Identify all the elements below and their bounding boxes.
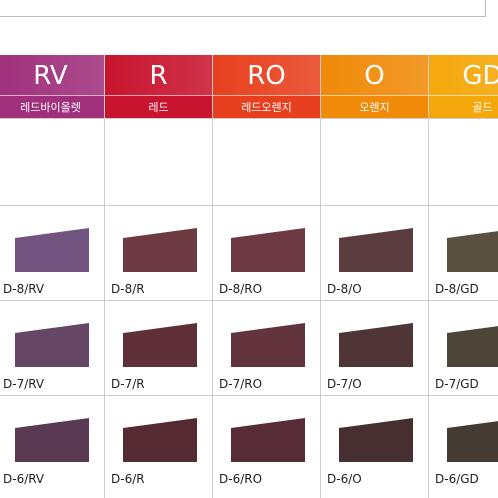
swatch — [15, 228, 89, 272]
color-code: GD — [429, 55, 498, 95]
swatch-shape — [15, 418, 89, 462]
swatch — [339, 228, 413, 272]
swatch-shape — [339, 323, 413, 367]
swatch — [447, 326, 498, 367]
shade-label: D-8/GD — [435, 282, 479, 296]
shade-cell: D-8/R — [105, 205, 212, 300]
empty-cell — [321, 118, 428, 205]
empty-cell — [429, 118, 498, 205]
swatch — [123, 323, 197, 367]
swatch — [447, 231, 498, 272]
shade-label: D-7/GD — [435, 377, 479, 391]
swatch — [231, 418, 305, 462]
shade-cell: D-8/RV — [0, 205, 104, 300]
swatch-shape — [447, 231, 498, 272]
shade-cell: D-6/RO — [213, 395, 320, 490]
color-column: RO 레드오렌지 D-8/RO D-7/RO D-6/RO — [212, 55, 320, 498]
color-code: R — [105, 55, 212, 95]
shade-label: D-6/GD — [435, 472, 479, 486]
swatch — [447, 421, 498, 462]
color-name: 오렌지 — [321, 95, 428, 119]
swatch — [339, 418, 413, 462]
swatch-shape — [123, 323, 197, 367]
shade-label: D-8/R — [111, 282, 145, 296]
shade-cell: D-7/R — [105, 300, 212, 395]
color-name: 레드 — [105, 95, 212, 119]
shade-label: D-8/RO — [219, 282, 263, 296]
shade-label: D-7/R — [111, 377, 145, 391]
shade-cell: D-8/GD — [429, 205, 498, 300]
swatch — [123, 418, 197, 462]
shade-label: D-7/RO — [219, 377, 263, 391]
shade-cell: D-6/R — [105, 395, 212, 490]
color-code: RV — [0, 55, 104, 95]
swatch-shape — [15, 228, 89, 272]
swatch — [15, 323, 89, 367]
shade-label: D-7/O — [327, 377, 362, 391]
swatch-shape — [231, 418, 305, 462]
shade-label: D-8/O — [327, 282, 362, 296]
swatch-shape — [231, 228, 305, 272]
shade-cell: D-6/RV — [0, 395, 104, 490]
swatch-shape — [231, 323, 305, 367]
swatch-shape — [447, 421, 498, 462]
color-column: GD 골드 D-8/GD D-7/GD D-6/GD — [428, 55, 498, 498]
swatch-shape — [339, 228, 413, 272]
shade-label: D-6/R — [111, 472, 145, 486]
empty-cell — [213, 118, 320, 205]
swatch-shape — [339, 418, 413, 462]
swatch — [339, 323, 413, 367]
shade-cell: D-6/GD — [429, 395, 498, 490]
color-code: O — [321, 55, 428, 95]
color-name: 레드바이올렛 — [0, 95, 104, 119]
top-box — [0, 0, 486, 17]
shade-cell: D-8/RO — [213, 205, 320, 300]
shade-cell: D-6/O — [321, 395, 428, 490]
swatch — [123, 228, 197, 272]
shade-cell: D-7/RO — [213, 300, 320, 395]
swatch-shape — [123, 228, 197, 272]
color-column: R 레드 D-8/R D-7/R D-6/R — [104, 55, 212, 498]
swatch-shape — [123, 418, 197, 462]
shade-cell: D-7/GD — [429, 300, 498, 395]
shade-cell: D-7/O — [321, 300, 428, 395]
shade-label: D-6/RO — [219, 472, 263, 486]
shade-label: D-6/RV — [3, 472, 45, 486]
shade-cell: D-7/RV — [0, 300, 104, 395]
color-code: RO — [213, 55, 320, 95]
shade-label: D-6/O — [327, 472, 362, 486]
color-column: O 오렌지 D-8/O D-7/O D-6/O — [320, 55, 428, 498]
swatch — [231, 323, 305, 367]
color-column: RV 레드바이올렛 D-8/RV D-7/RV D-6/RV — [0, 55, 104, 498]
swatch-shape — [15, 323, 89, 367]
shade-label: D-7/RV — [3, 377, 45, 391]
color-name: 레드오렌지 — [213, 95, 320, 119]
color-name: 골드 — [429, 95, 498, 119]
shade-label: D-8/RV — [3, 282, 45, 296]
swatch — [231, 228, 305, 272]
empty-cell — [105, 118, 212, 205]
swatch-shape — [447, 326, 498, 367]
shade-cell: D-8/O — [321, 205, 428, 300]
swatch — [15, 418, 89, 462]
empty-cell — [0, 118, 104, 205]
